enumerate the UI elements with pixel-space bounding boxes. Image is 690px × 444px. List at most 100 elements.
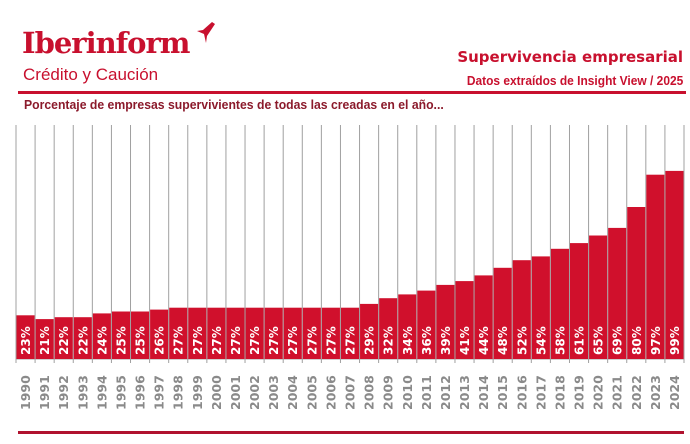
- year-label-2001: 2001: [228, 375, 243, 410]
- bar-2005: [302, 307, 321, 359]
- data-label-2021: 69%: [611, 326, 625, 355]
- data-label-2016: 52%: [515, 326, 529, 355]
- data-label-2022: 80%: [630, 326, 644, 355]
- year-label-1992: 1992: [56, 375, 71, 410]
- data-label-2002: 27%: [248, 326, 262, 355]
- chart-subtitle: Porcentaje de empresas supervivientes de…: [24, 97, 444, 112]
- year-label-2020: 2020: [591, 375, 606, 410]
- year-label-2004: 2004: [285, 375, 300, 410]
- data-label-2000: 27%: [210, 326, 224, 355]
- data-label-2013: 41%: [458, 326, 472, 355]
- year-label-2013: 2013: [457, 375, 472, 410]
- data-label-2018: 58%: [553, 326, 567, 355]
- bar-1997: [150, 309, 169, 359]
- year-label-2022: 2022: [629, 375, 644, 410]
- year-label-2023: 2023: [648, 375, 663, 410]
- bar-1998: [169, 307, 188, 359]
- data-label-2017: 54%: [534, 326, 548, 355]
- bar-2015: [493, 267, 512, 359]
- year-label-2008: 2008: [362, 375, 377, 410]
- year-label-2016: 2016: [514, 375, 529, 410]
- data-label-1999: 27%: [191, 326, 205, 355]
- year-label-2002: 2002: [247, 375, 262, 410]
- bar-2009: [379, 298, 398, 359]
- bar-2008: [360, 303, 379, 359]
- year-label-1995: 1995: [113, 375, 128, 410]
- bar-2004: [283, 307, 302, 359]
- data-label-1994: 24%: [95, 326, 109, 355]
- bar-2011: [417, 290, 436, 359]
- year-label-2017: 2017: [533, 375, 548, 410]
- year-label-1999: 1999: [190, 375, 205, 410]
- year-label-2005: 2005: [304, 375, 319, 410]
- bottom-divider: [18, 431, 684, 434]
- bar-2003: [264, 307, 283, 359]
- logo: Iberinform: [22, 26, 190, 60]
- data-label-2024: 99%: [668, 326, 682, 355]
- bar-2000: [207, 307, 226, 359]
- year-label-2011: 2011: [419, 375, 434, 410]
- data-label-2001: 27%: [229, 326, 243, 355]
- data-label-2010: 34%: [401, 326, 415, 355]
- data-label-2015: 48%: [496, 326, 510, 355]
- year-label-2007: 2007: [343, 375, 358, 410]
- bar-1994: [92, 313, 111, 359]
- bar-2012: [436, 284, 455, 359]
- data-label-1991: 21%: [38, 326, 52, 355]
- bar-2023: [646, 174, 665, 359]
- year-label-1997: 1997: [152, 375, 167, 410]
- bar-2002: [245, 307, 264, 359]
- bar-1991: [35, 319, 54, 359]
- bar-2006: [321, 307, 340, 359]
- bar-2016: [512, 260, 531, 359]
- tagline: Crédito y Caución: [23, 65, 159, 84]
- data-source: Datos extraídos de Insight View / 2025: [466, 73, 683, 88]
- year-label-1998: 1998: [171, 375, 186, 410]
- data-label-2005: 27%: [305, 326, 319, 355]
- year-label-1991: 1991: [37, 375, 52, 410]
- bar-2021: [608, 227, 627, 359]
- bar-2024: [665, 170, 684, 359]
- bar-2020: [589, 235, 608, 359]
- data-label-2019: 61%: [573, 326, 587, 355]
- data-label-1992: 22%: [57, 326, 71, 355]
- year-label-1996: 1996: [133, 375, 148, 410]
- data-label-1997: 26%: [153, 326, 167, 355]
- bar-2013: [455, 281, 474, 359]
- year-label-1993: 1993: [75, 375, 90, 410]
- data-label-2011: 36%: [420, 326, 434, 355]
- year-label-2006: 2006: [323, 375, 338, 410]
- year-label-1994: 1994: [94, 375, 109, 410]
- year-label-2018: 2018: [552, 375, 567, 410]
- data-label-2003: 27%: [267, 326, 281, 355]
- bar-2014: [474, 275, 493, 359]
- data-label-2007: 27%: [344, 326, 358, 355]
- data-label-2012: 39%: [439, 326, 453, 355]
- year-label-2014: 2014: [476, 375, 491, 410]
- year-label-2012: 2012: [438, 375, 453, 410]
- bar-2018: [550, 248, 569, 359]
- data-label-2014: 44%: [477, 326, 491, 355]
- bar-2022: [627, 207, 646, 359]
- bar-2017: [531, 256, 550, 359]
- bar-1999: [188, 307, 207, 359]
- data-label-1990: 23%: [19, 326, 33, 355]
- bar-1995: [111, 311, 131, 359]
- year-label-2021: 2021: [610, 375, 625, 410]
- bar-1993: [73, 317, 92, 359]
- data-label-1998: 27%: [172, 326, 186, 355]
- data-label-2009: 32%: [382, 326, 396, 355]
- data-label-1996: 25%: [134, 326, 148, 355]
- year-label-2003: 2003: [266, 375, 281, 410]
- year-label-1990: 1990: [18, 375, 33, 410]
- data-label-2006: 27%: [324, 326, 338, 355]
- chart-title: Supervivencia empresarial: [457, 48, 683, 66]
- data-label-2004: 27%: [286, 326, 300, 355]
- data-label-2008: 29%: [363, 326, 377, 355]
- bar-1990: [16, 315, 35, 359]
- year-label-2009: 2009: [381, 375, 396, 410]
- plane-logo-icon: [197, 22, 215, 43]
- year-label-2019: 2019: [572, 375, 587, 410]
- data-label-1993: 22%: [76, 326, 90, 355]
